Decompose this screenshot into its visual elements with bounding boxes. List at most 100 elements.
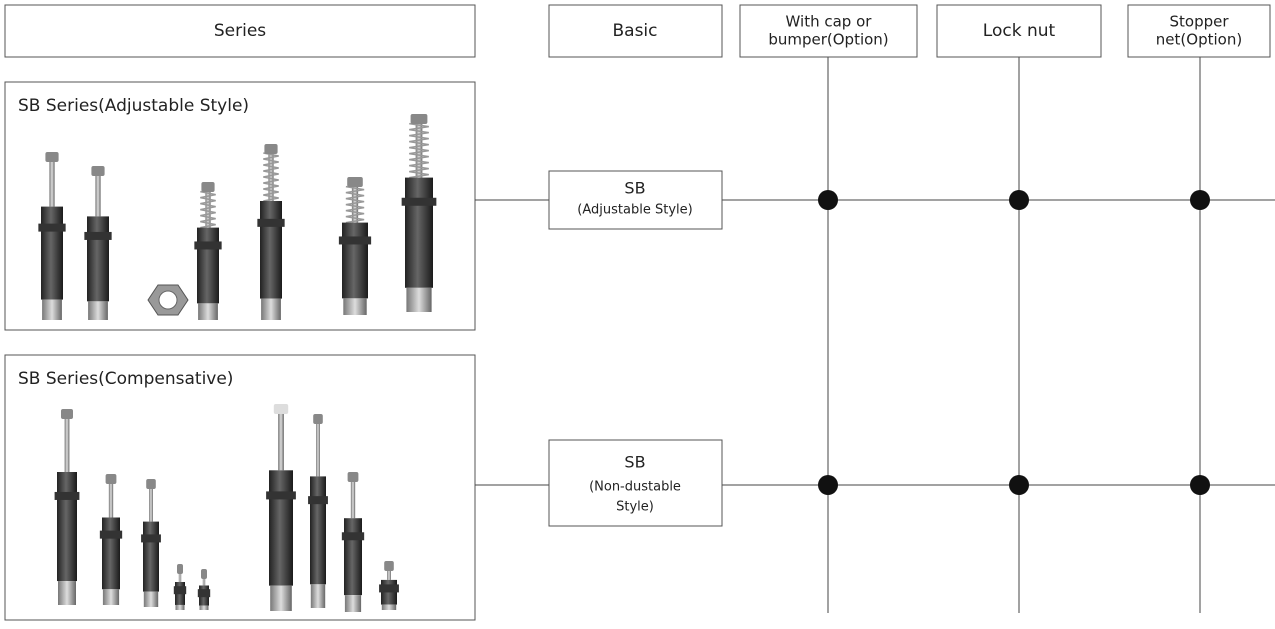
cap [146, 479, 156, 489]
body [269, 470, 293, 586]
rod [49, 158, 55, 207]
option-header-box [739, 4, 918, 58]
base [261, 298, 281, 320]
nut [338, 236, 372, 245]
cap [105, 474, 117, 484]
nut [257, 218, 285, 227]
base [270, 585, 292, 611]
rod [64, 415, 70, 472]
body [57, 472, 77, 582]
junction-dot [1190, 190, 1210, 210]
cap [61, 409, 73, 419]
rod [278, 410, 284, 471]
body [260, 201, 282, 299]
nut [99, 530, 123, 539]
nut [341, 532, 365, 541]
rod [387, 567, 391, 580]
basic-label: SB [624, 179, 645, 198]
cap [201, 182, 215, 192]
body [344, 518, 362, 596]
series-title: SB Series(Compensative) [18, 369, 233, 389]
body [405, 177, 433, 288]
option-header: Stopper [1169, 13, 1229, 31]
body [102, 517, 120, 590]
option-header: bumper(Option) [768, 31, 888, 49]
rod [316, 420, 320, 477]
series-header-box [4, 4, 476, 58]
nut [401, 197, 437, 206]
cap [264, 144, 278, 154]
basic-label: (Adjustable Style) [577, 203, 692, 218]
nut [54, 491, 80, 500]
cap [313, 414, 323, 424]
spring [263, 152, 279, 202]
basic-header: Basic [612, 21, 657, 41]
cap [91, 166, 105, 176]
series-header: Series [214, 21, 266, 41]
base [88, 301, 108, 320]
rod [202, 575, 206, 586]
junction-dot [818, 190, 838, 210]
base [344, 595, 362, 612]
series-box [4, 354, 476, 621]
cap [347, 177, 363, 187]
spring [200, 190, 216, 229]
series-title: SB Series(Adjustable Style) [18, 96, 249, 116]
nut [173, 586, 187, 595]
body [310, 476, 326, 585]
base [198, 303, 218, 320]
base [42, 299, 62, 320]
cap [384, 561, 394, 571]
junction-dot [818, 475, 838, 495]
junction-dot [1009, 190, 1029, 210]
option-header: net(Option) [1156, 31, 1242, 49]
basic-label: SB [624, 453, 645, 472]
base [199, 605, 209, 610]
rod [178, 570, 182, 582]
cap [45, 152, 59, 162]
base [406, 287, 432, 312]
option-header: With cap or [786, 13, 873, 31]
nut [266, 491, 296, 500]
nut [308, 496, 328, 505]
body [342, 222, 368, 299]
body [87, 216, 109, 302]
option-header-box [1127, 4, 1271, 58]
base [143, 591, 159, 607]
nut [84, 231, 112, 240]
basic-box [548, 170, 723, 230]
base [310, 584, 326, 608]
cap [410, 114, 428, 124]
base [343, 298, 367, 315]
junction-dot [1009, 475, 1029, 495]
nut [194, 241, 222, 250]
rod [149, 485, 153, 522]
rod [350, 478, 356, 519]
nut [38, 223, 66, 232]
rod [108, 480, 114, 518]
hex-hole [158, 290, 178, 310]
spring [409, 122, 429, 179]
basic-header-box [548, 4, 723, 58]
cap [347, 472, 359, 482]
nut [197, 589, 211, 598]
basic-box [548, 439, 723, 527]
series-box [4, 81, 476, 331]
spring [345, 185, 365, 224]
basic-label: (Non-dustable [589, 480, 681, 495]
base [381, 604, 397, 610]
cap [201, 569, 207, 579]
body [41, 206, 63, 300]
junction-dot [1190, 475, 1210, 495]
rod [95, 172, 101, 217]
base [102, 589, 120, 605]
base [58, 581, 76, 605]
nut [379, 584, 399, 593]
cap [177, 564, 183, 574]
body [143, 521, 159, 592]
cap [273, 404, 289, 414]
base [175, 604, 185, 610]
option-header: Lock nut [983, 21, 1056, 41]
basic-label: Style) [616, 500, 654, 515]
